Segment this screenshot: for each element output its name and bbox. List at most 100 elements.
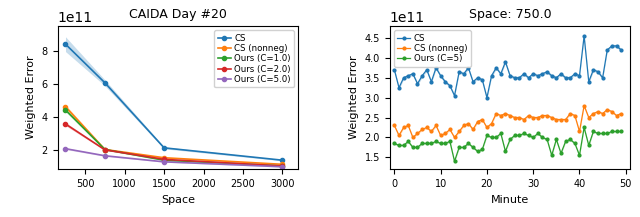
Ours (C=5) <box>529 136 537 139</box>
CS <box>278 159 286 161</box>
CS <box>483 96 491 99</box>
Ours (C=5) <box>483 134 491 137</box>
CS (nonneg) <box>515 116 523 119</box>
Ours (C=5) <box>409 146 417 149</box>
CS (nonneg) <box>479 118 486 121</box>
Line: Ours (C=5.0): Ours (C=5.0) <box>63 147 285 169</box>
CS <box>465 66 472 69</box>
CS <box>442 81 449 83</box>
Ours (C=5) <box>488 136 495 139</box>
CS <box>451 94 458 97</box>
CS <box>599 76 607 79</box>
CS (nonneg) <box>460 124 468 127</box>
Ours (C=5) <box>562 140 570 143</box>
X-axis label: Space: Space <box>161 194 195 205</box>
Legend: CS, CS (nonneg), Ours (C=5): CS, CS (nonneg), Ours (C=5) <box>394 30 471 67</box>
CS <box>618 49 625 51</box>
CS (nonneg) <box>566 112 574 115</box>
Ours (C=5) <box>419 142 426 145</box>
CS <box>61 43 69 45</box>
CS (nonneg) <box>436 134 444 137</box>
CS (nonneg) <box>465 122 472 125</box>
CS (nonneg) <box>589 112 597 115</box>
CS (nonneg) <box>612 114 620 117</box>
Ours (C=5) <box>428 142 435 145</box>
CS (nonneg) <box>395 134 403 137</box>
Ours (C=2.0) <box>101 148 109 151</box>
CS (nonneg) <box>520 118 528 121</box>
Ours (C=1.0) <box>61 109 69 111</box>
CS (nonneg) <box>442 132 449 135</box>
Line: Ours (C=1.0): Ours (C=1.0) <box>63 108 285 168</box>
CS (nonneg) <box>539 114 547 117</box>
CS (nonneg) <box>451 136 458 139</box>
Ours (C=5.0) <box>160 161 168 163</box>
Ours (C=5) <box>446 140 454 143</box>
Line: Ours (C=2.0): Ours (C=2.0) <box>63 122 285 168</box>
CS <box>575 74 583 77</box>
CS (nonneg) <box>529 116 537 119</box>
Ours (C=5) <box>525 134 532 137</box>
CS (nonneg) <box>404 124 412 127</box>
Ours (C=5) <box>442 142 449 145</box>
CS <box>390 69 398 71</box>
Line: CS (nonneg): CS (nonneg) <box>63 105 285 166</box>
Ours (C=5) <box>413 146 421 149</box>
Ours (C=5) <box>608 130 616 133</box>
Ours (C=5) <box>432 140 440 143</box>
CS <box>400 76 408 79</box>
CS (nonneg) <box>469 128 477 131</box>
Line: CS: CS <box>393 35 623 99</box>
Ours (C=5) <box>469 146 477 149</box>
CS (nonneg) <box>557 118 565 121</box>
Ours (C=5) <box>599 132 607 135</box>
Ours (C=5) <box>479 148 486 151</box>
Ours (C=5) <box>436 142 444 145</box>
Ours (C=5) <box>455 146 463 149</box>
Ours (C=1.0) <box>278 165 286 167</box>
CS (nonneg) <box>423 126 431 129</box>
CS (nonneg) <box>599 112 607 115</box>
CS <box>506 74 514 77</box>
Ours (C=2.0) <box>61 123 69 125</box>
CS <box>589 69 597 71</box>
CS (nonneg) <box>562 118 570 121</box>
CS <box>409 72 417 75</box>
CS <box>566 76 574 79</box>
CS (nonneg) <box>455 130 463 133</box>
CS <box>562 76 570 79</box>
CS <box>539 72 547 75</box>
CS <box>511 76 518 79</box>
Line: CS: CS <box>63 42 285 162</box>
CS (nonneg) <box>483 126 491 129</box>
Ours (C=5) <box>534 132 541 135</box>
CS (nonneg) <box>428 130 435 133</box>
Ours (C=5) <box>390 142 398 145</box>
Ours (C=5) <box>465 142 472 145</box>
CS (nonneg) <box>474 120 481 123</box>
CS <box>585 81 593 83</box>
CS <box>608 45 616 47</box>
CS <box>160 146 168 149</box>
CS (nonneg) <box>511 116 518 119</box>
Ours (C=2.0) <box>278 165 286 167</box>
CS (nonneg) <box>525 114 532 117</box>
Ours (C=5) <box>400 144 408 147</box>
Ours (C=5) <box>423 142 431 145</box>
CS <box>404 74 412 77</box>
Ours (C=5.0) <box>61 147 69 150</box>
CS <box>534 74 541 77</box>
CS <box>580 35 588 37</box>
CS <box>446 84 454 87</box>
Y-axis label: Weighted Error: Weighted Error <box>349 56 359 140</box>
CS <box>548 74 556 77</box>
CS (nonneg) <box>413 132 421 135</box>
Ours (C=5.0) <box>101 155 109 157</box>
CS (nonneg) <box>400 126 408 129</box>
Title: Space: 750.0: Space: 750.0 <box>468 8 552 21</box>
CS (nonneg) <box>160 156 168 159</box>
Legend: CS, CS (nonneg), Ours (C=1.0), Ours (C=2.0), Ours (C=5.0): CS, CS (nonneg), Ours (C=1.0), Ours (C=2… <box>214 30 294 87</box>
CS <box>529 72 537 75</box>
CS (nonneg) <box>585 116 593 119</box>
Ours (C=5) <box>612 130 620 133</box>
